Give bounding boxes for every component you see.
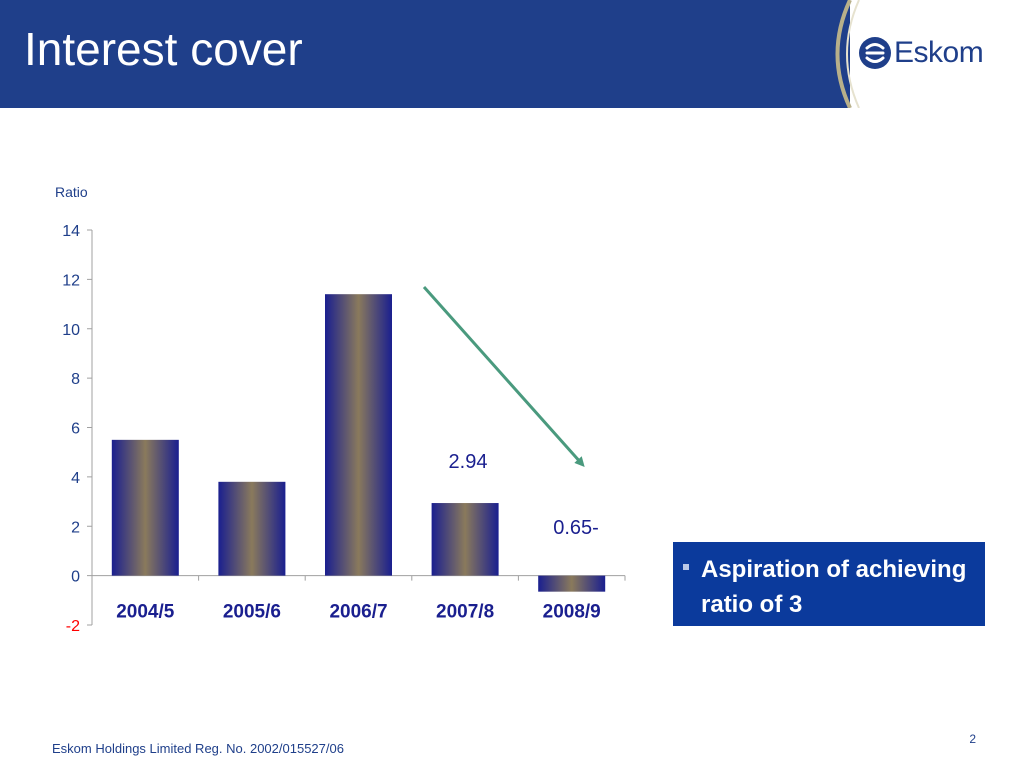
y-tick-label: 6 xyxy=(71,421,80,438)
data-label: 2.94 xyxy=(449,451,488,473)
eskom-logo: Eskom xyxy=(858,36,998,76)
y-tick-label: 12 xyxy=(62,272,80,289)
y-tick-label: 10 xyxy=(62,322,80,339)
y-axis-label: Ratio xyxy=(55,184,88,200)
x-category-label: 2005/6 xyxy=(223,602,281,623)
footer-registration: Eskom Holdings Limited Reg. No. 2002/015… xyxy=(52,741,344,756)
bar-2008-9 xyxy=(538,575,606,592)
aspiration-callout: Aspiration of achieving ratio of 3 xyxy=(673,542,985,626)
x-category-labels: 2004/5 2005/6 2006/7 2007/8 2008/9 xyxy=(116,602,601,623)
header-swoosh xyxy=(815,0,860,108)
trend-arrow xyxy=(422,286,585,467)
data-labels: 2.94 0.65- xyxy=(449,451,599,539)
bullet-icon xyxy=(683,564,689,570)
bar-2004-5 xyxy=(111,439,179,576)
y-tick-label: 0 xyxy=(71,569,80,586)
y-tick-labels: 14 12 10 8 6 4 2 0 -2 xyxy=(62,223,80,635)
header-band xyxy=(0,0,850,108)
x-category-label: 2008/9 xyxy=(543,602,601,623)
eskom-logo-icon xyxy=(859,37,891,69)
x-category-label: 2006/7 xyxy=(329,602,387,623)
data-label: 0.65- xyxy=(553,517,599,539)
bar-2007-8 xyxy=(431,503,499,576)
slide-title: Interest cover xyxy=(24,23,303,75)
chart-annotations xyxy=(422,286,585,467)
page-number: 2 xyxy=(969,732,976,746)
bar-2005-6 xyxy=(218,481,286,576)
x-category-label: 2004/5 xyxy=(116,602,175,623)
eskom-logo-text: Eskom xyxy=(894,36,984,69)
bar-2006-7 xyxy=(325,294,392,576)
x-category-label: 2007/8 xyxy=(436,602,494,623)
aspiration-text: Aspiration of achieving ratio of 3 xyxy=(701,556,967,618)
y-tick-label: 8 xyxy=(71,371,80,388)
y-tick-label: 14 xyxy=(62,223,80,240)
chart-bars xyxy=(111,294,606,592)
y-tick-label: 4 xyxy=(71,470,80,487)
y-tick-label: -2 xyxy=(66,618,80,635)
y-tick-label: 2 xyxy=(71,519,80,536)
slide-header: Interest cover Eskom xyxy=(0,0,1024,108)
